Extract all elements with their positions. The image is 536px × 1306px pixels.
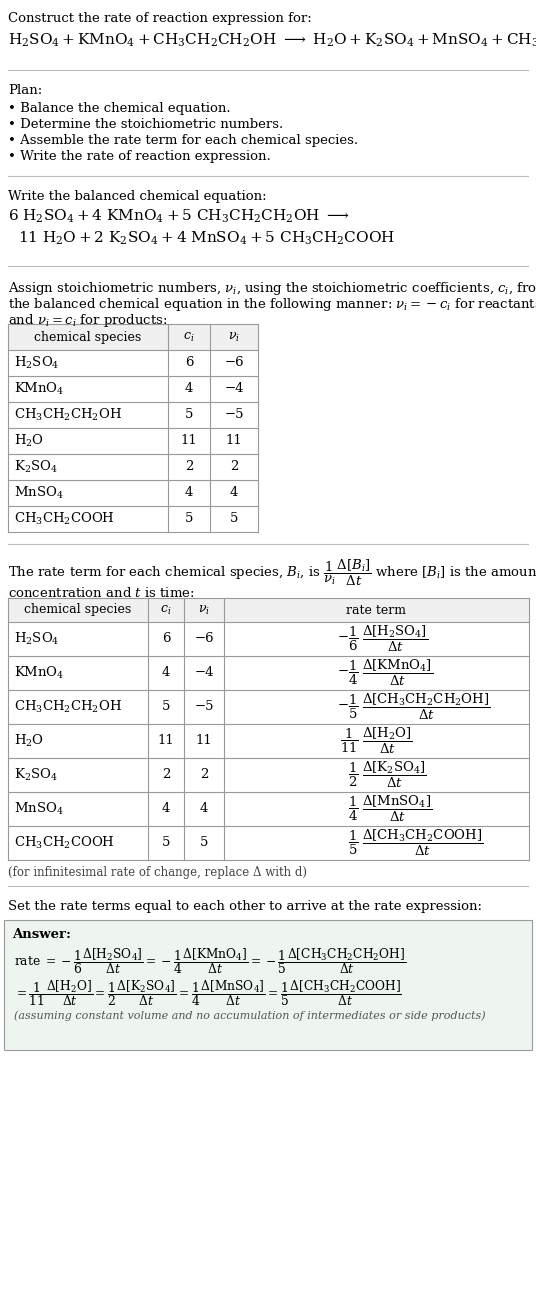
Text: (assuming constant volume and no accumulation of intermediates or side products): (assuming constant volume and no accumul… [14,1010,486,1020]
Text: The rate term for each chemical species, $B_i$, is $\dfrac{1}{\nu_i}\dfrac{\Delt: The rate term for each chemical species,… [8,558,536,588]
Text: 4: 4 [185,487,193,499]
Text: • Write the rate of reaction expression.: • Write the rate of reaction expression. [8,150,271,163]
Text: −6: −6 [224,357,244,370]
Text: $c_i$: $c_i$ [183,330,195,343]
Text: and $\nu_i = c_i$ for products:: and $\nu_i = c_i$ for products: [8,312,167,329]
Text: (for infinitesimal rate of change, replace Δ with d): (for infinitesimal rate of change, repla… [8,866,307,879]
Text: $\mathregular{H_2O}$: $\mathregular{H_2O}$ [14,733,44,750]
Text: Write the balanced chemical equation:: Write the balanced chemical equation: [8,189,266,202]
Text: $\mathregular{KMnO_4}$: $\mathregular{KMnO_4}$ [14,381,64,397]
Text: $-\dfrac{1}{5}$: $-\dfrac{1}{5}$ [337,693,359,721]
Text: $\dfrac{1}{5}$: $\dfrac{1}{5}$ [348,829,359,857]
Text: $\mathregular{H_2SO_4}$: $\mathregular{H_2SO_4}$ [14,355,59,371]
Text: 2: 2 [162,768,170,781]
Text: $\mathregular{11\ H_2O + 2\ K_2SO_4 + 4\ MnSO_4 + 5\ CH_3CH_2COOH}$: $\mathregular{11\ H_2O + 2\ K_2SO_4 + 4\… [18,230,395,247]
Text: • Determine the stoichiometric numbers.: • Determine the stoichiometric numbers. [8,118,283,131]
Text: • Balance the chemical equation.: • Balance the chemical equation. [8,102,230,115]
Text: $\dfrac{\Delta[\mathregular{H_2SO_4}]}{\Delta t}$: $\dfrac{\Delta[\mathregular{H_2SO_4}]}{\… [361,624,428,654]
Text: −5: −5 [224,409,244,422]
Text: $\dfrac{1}{4}$: $\dfrac{1}{4}$ [348,795,359,823]
Text: Answer:: Answer: [12,929,71,942]
Text: $\dfrac{\Delta[\mathregular{H_2O}]}{\Delta t}$: $\dfrac{\Delta[\mathregular{H_2O}]}{\Del… [361,726,412,756]
Text: $\dfrac{\Delta[\mathregular{K_2SO_4}]}{\Delta t}$: $\dfrac{\Delta[\mathregular{K_2SO_4}]}{\… [361,760,426,790]
Text: $\mathregular{CH_3CH_2COOH}$: $\mathregular{CH_3CH_2COOH}$ [14,835,115,852]
Text: $-\dfrac{1}{4}$: $-\dfrac{1}{4}$ [337,660,359,687]
Text: 11: 11 [181,435,197,448]
Text: $\mathregular{CH_3CH_2COOH}$: $\mathregular{CH_3CH_2COOH}$ [14,511,115,528]
Text: 5: 5 [162,837,170,849]
Text: −4: −4 [194,666,214,679]
Text: $\mathregular{MnSO_4}$: $\mathregular{MnSO_4}$ [14,485,64,502]
Text: 2: 2 [200,768,208,781]
Text: $= \dfrac{1}{11}\dfrac{\Delta[\mathregular{H_2O}]}{\Delta t}= \dfrac{1}{2}\dfrac: $= \dfrac{1}{11}\dfrac{\Delta[\mathregul… [14,978,402,1008]
Text: $\mathregular{K_2SO_4}$: $\mathregular{K_2SO_4}$ [14,458,58,475]
Text: $\mathregular{H_2SO_4}$: $\mathregular{H_2SO_4}$ [14,631,59,646]
Text: $\dfrac{\Delta[\mathregular{MnSO_4}]}{\Delta t}$: $\dfrac{\Delta[\mathregular{MnSO_4}]}{\D… [361,794,432,824]
Text: rate term: rate term [346,603,406,616]
Text: 6: 6 [162,632,170,645]
Text: the balanced chemical equation in the following manner: $\nu_i = -c_i$ for react: the balanced chemical equation in the fo… [8,296,536,313]
Text: 11: 11 [158,734,174,747]
Text: $-\dfrac{1}{6}$: $-\dfrac{1}{6}$ [337,626,359,653]
Text: $\dfrac{\Delta[\mathregular{CH_3CH_2COOH}]}{\Delta t}$: $\dfrac{\Delta[\mathregular{CH_3CH_2COOH… [361,828,483,858]
Text: $\mathregular{CH_3CH_2CH_2OH}$: $\mathregular{CH_3CH_2CH_2OH}$ [14,407,122,423]
Text: −6: −6 [194,632,214,645]
Text: Plan:: Plan: [8,84,42,97]
Text: 5: 5 [185,409,193,422]
Text: Set the rate terms equal to each other to arrive at the rate expression:: Set the rate terms equal to each other t… [8,900,482,913]
Text: 2: 2 [230,461,238,474]
Text: $\dfrac{1}{11}$: $\dfrac{1}{11}$ [340,727,359,755]
Text: chemical species: chemical species [24,603,132,616]
Text: 5: 5 [200,837,208,849]
Text: 6: 6 [185,357,193,370]
Text: $\mathregular{MnSO_4}$: $\mathregular{MnSO_4}$ [14,801,64,818]
Text: 5: 5 [162,700,170,713]
Text: 2: 2 [185,461,193,474]
Text: $\mathregular{H_2SO_4 + KMnO_4 + CH_3CH_2CH_2OH}$$\ \longrightarrow\ $$\mathregu: $\mathregular{H_2SO_4 + KMnO_4 + CH_3CH_… [8,33,536,50]
Text: $\mathregular{6\ H_2SO_4 + 4\ KMnO_4 + 5\ CH_3CH_2CH_2OH}$$\ \longrightarrow$: $\mathregular{6\ H_2SO_4 + 4\ KMnO_4 + 5… [8,208,350,226]
Text: $\nu_i$: $\nu_i$ [198,603,210,616]
Text: −4: −4 [224,383,244,396]
Text: $\nu_i$: $\nu_i$ [228,330,240,343]
Text: rate $= -\dfrac{1}{6}\dfrac{\Delta[\mathregular{H_2SO_4}]}{\Delta t}= -\dfrac{1}: rate $= -\dfrac{1}{6}\dfrac{\Delta[\math… [14,946,406,976]
Text: −5: −5 [194,700,214,713]
Text: $\mathregular{KMnO_4}$: $\mathregular{KMnO_4}$ [14,665,64,680]
Text: $c_i$: $c_i$ [160,603,172,616]
Text: $\mathregular{CH_3CH_2CH_2OH}$: $\mathregular{CH_3CH_2CH_2OH}$ [14,699,122,716]
Text: $\dfrac{\Delta[\mathregular{CH_3CH_2CH_2OH}]}{\Delta t}$: $\dfrac{\Delta[\mathregular{CH_3CH_2CH_2… [361,692,490,722]
Text: • Assemble the rate term for each chemical species.: • Assemble the rate term for each chemic… [8,135,358,148]
Text: 4: 4 [185,383,193,396]
Text: concentration and $t$ is time:: concentration and $t$ is time: [8,586,195,599]
Bar [8,324,258,350]
Bar [4,919,532,1050]
Text: chemical species: chemical species [34,330,142,343]
Text: $\dfrac{1}{2}$: $\dfrac{1}{2}$ [348,761,359,789]
Text: 4: 4 [200,802,208,815]
Text: Assign stoichiometric numbers, $\nu_i$, using the stoichiometric coefficients, $: Assign stoichiometric numbers, $\nu_i$, … [8,279,536,296]
Text: 4: 4 [162,666,170,679]
Text: 4: 4 [230,487,238,499]
Text: Construct the rate of reaction expression for:: Construct the rate of reaction expressio… [8,12,312,25]
Text: $\mathregular{H_2O}$: $\mathregular{H_2O}$ [14,434,44,449]
Text: 5: 5 [230,512,238,525]
Text: 11: 11 [196,734,212,747]
Text: $\dfrac{\Delta[\mathregular{KMnO_4}]}{\Delta t}$: $\dfrac{\Delta[\mathregular{KMnO_4}]}{\D… [361,658,433,688]
Text: 4: 4 [162,802,170,815]
Bar [8,598,529,622]
Text: $\mathregular{K_2SO_4}$: $\mathregular{K_2SO_4}$ [14,767,58,784]
Text: 5: 5 [185,512,193,525]
Text: 11: 11 [226,435,242,448]
